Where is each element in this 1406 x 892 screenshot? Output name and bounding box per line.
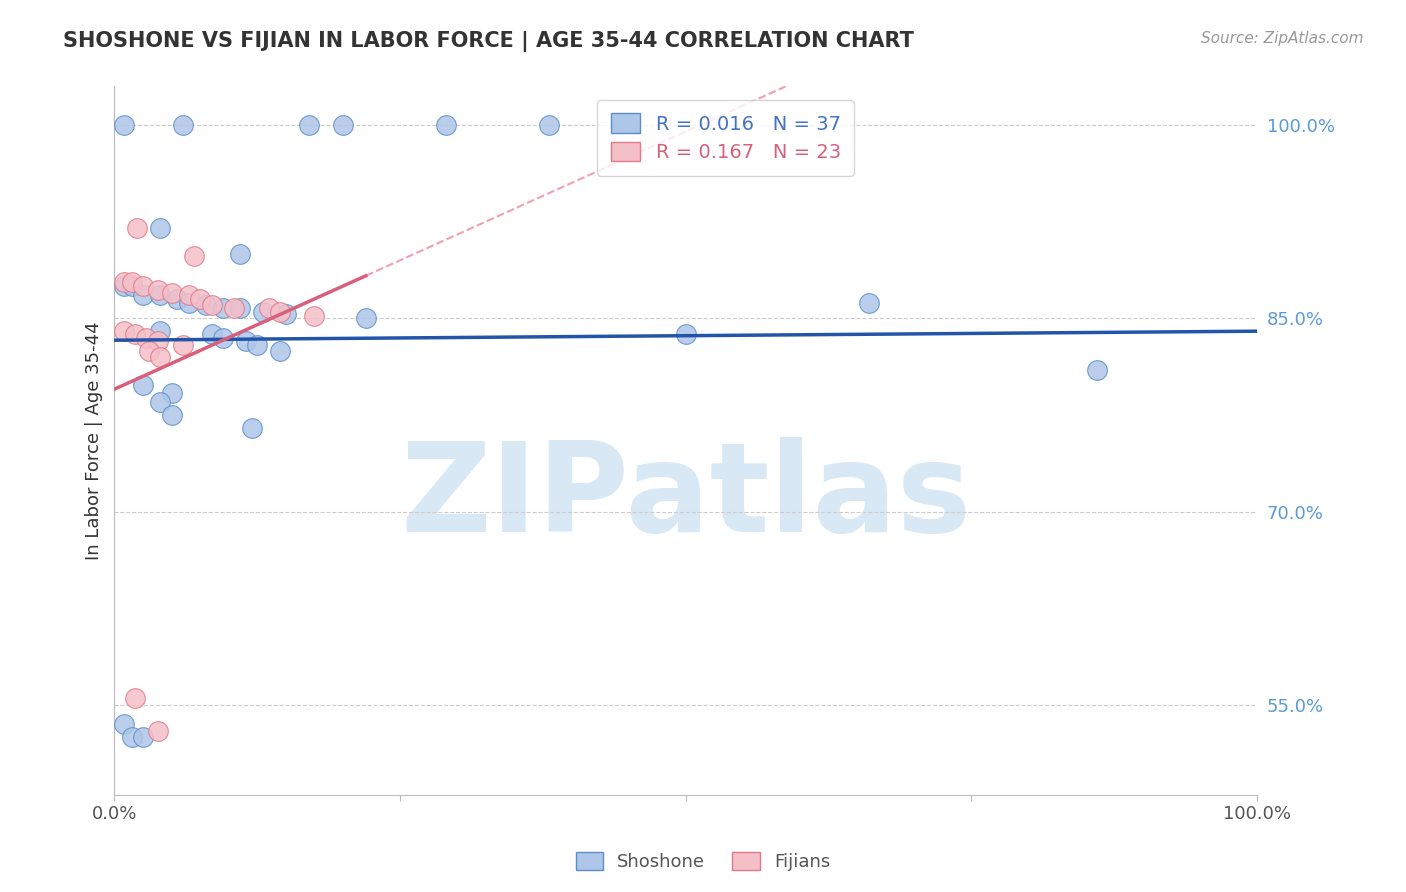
Point [434,118,457,132]
Text: Source: ZipAtlas.com: Source: ZipAtlas.com [1201,31,1364,46]
Text: ZIPatlas: ZIPatlas [401,437,972,558]
Point [146,283,169,297]
Point [132,288,155,302]
Point [121,279,143,293]
Point [149,395,172,409]
Text: SHOSHONE VS FIJIAN IN LABOR FORCE | AGE 35-44 CORRELATION CHART: SHOSHONE VS FIJIAN IN LABOR FORCE | AGE … [63,31,914,53]
Point [146,334,169,349]
Point [112,279,135,293]
Point [127,221,149,235]
Point [240,421,263,435]
Point [269,343,291,358]
Point [246,338,269,352]
Point [200,326,222,341]
Y-axis label: In Labor Force | Age 35-44: In Labor Force | Age 35-44 [86,321,103,560]
Point [138,343,160,358]
Point [124,326,146,341]
Point [124,691,146,706]
Point [121,730,143,744]
Point [332,118,354,132]
Point [112,118,135,132]
Point [135,331,157,345]
Point [212,301,235,315]
Legend: R = 0.016   N = 37, R = 0.167   N = 23: R = 0.016 N = 37, R = 0.167 N = 23 [598,100,855,176]
Point [112,275,135,289]
Point [224,301,246,315]
Point [229,247,252,261]
Legend: Shoshone, Fijians: Shoshone, Fijians [568,845,838,879]
Point [121,275,143,289]
Point [172,338,194,352]
Point [354,311,377,326]
Point [177,288,200,302]
Point [149,350,172,364]
Point [229,301,252,315]
Point [149,221,172,235]
Point [188,292,211,306]
Point [132,279,155,293]
Point [160,386,183,401]
Point [304,309,326,323]
Point [257,301,280,315]
Point [194,298,217,312]
Point [177,296,200,310]
Point [298,118,321,132]
Point [132,730,155,744]
Point [537,118,560,132]
Point [132,378,155,392]
Point [858,296,880,310]
Point [235,334,257,349]
Point [200,298,222,312]
Point [149,324,172,338]
Point [274,308,297,322]
Point [149,288,172,302]
Point [252,305,274,319]
Point [160,408,183,422]
Point [183,249,205,263]
Point [112,717,135,731]
Point [172,118,194,132]
Point [112,324,135,338]
Point [1085,363,1108,377]
Point [166,292,188,306]
Point [160,285,183,300]
Point [212,331,235,345]
Point [269,305,291,319]
Point [675,326,697,341]
Point [146,723,169,738]
